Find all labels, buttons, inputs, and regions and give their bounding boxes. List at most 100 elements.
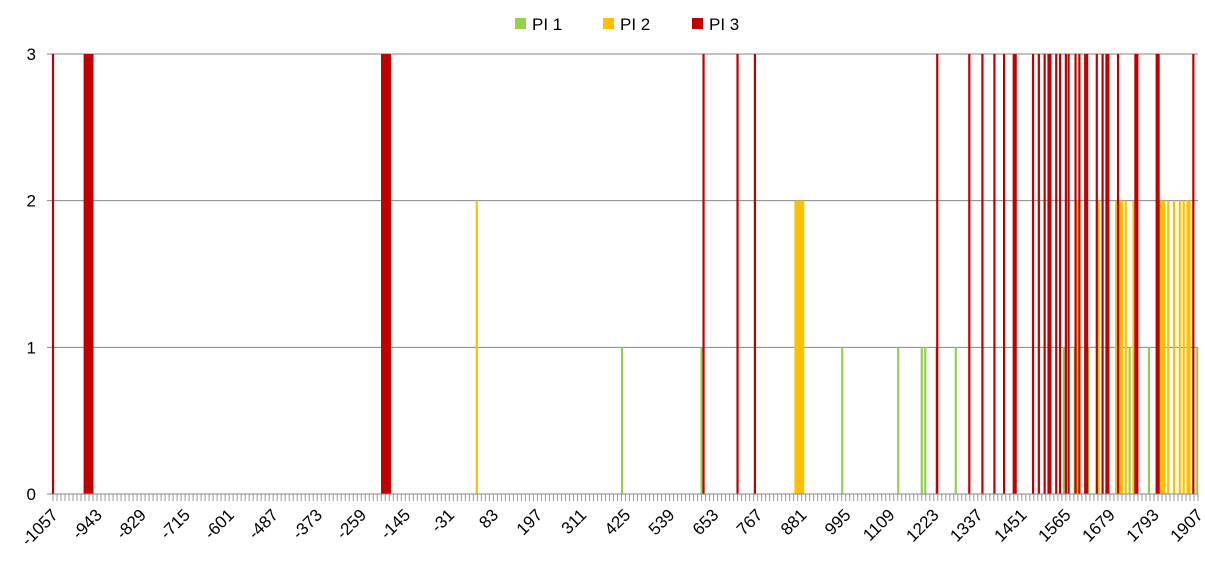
x-tick-label: 1337 [946, 505, 986, 545]
x-tick-label: 1223 [902, 505, 942, 545]
bar-pi-2 [1132, 200, 1135, 495]
bar-pi-3 [1105, 54, 1108, 494]
bar-pi-3 [1031, 54, 1035, 494]
bar-pi-3 [736, 54, 739, 494]
bar-pi-2 [1076, 200, 1079, 495]
bar-pi-2 [1167, 200, 1170, 495]
bar-pi-2 [1161, 200, 1164, 495]
x-tick-label: 197 [513, 505, 546, 538]
bar-pi-1 [1087, 347, 1090, 494]
bar-pi-3 [384, 54, 388, 494]
bar-pi-2 [796, 200, 799, 495]
x-tick-label: 1793 [1123, 505, 1163, 545]
bar-pi-2 [802, 200, 805, 495]
bar-pi-3 [1136, 54, 1139, 494]
x-tick-label: -31 [427, 505, 458, 536]
y-axis: 0 1 2 3 [27, 45, 53, 504]
y-tick-label: 2 [27, 192, 36, 211]
bar-pi-3 [1064, 54, 1067, 494]
bar-pi-2 [1115, 200, 1118, 495]
y-tick-label: 1 [27, 338, 36, 357]
bar-pi-1 [954, 347, 957, 494]
bar-pi-1 [700, 347, 703, 494]
x-tick-label: 1109 [859, 505, 898, 544]
bar-pi-3 [1078, 54, 1081, 494]
bar-pi-3 [968, 54, 971, 494]
bar-pi-3 [993, 54, 996, 494]
bar-pi-2 [794, 200, 797, 495]
bar-pi-2 [800, 200, 803, 495]
x-tick-label: 539 [645, 505, 678, 538]
bar-pi-2 [798, 200, 801, 495]
bar-pi-1 [897, 347, 900, 494]
x-tick-label: 425 [601, 505, 634, 538]
x-tick-label: 995 [821, 505, 854, 538]
x-tick-label: -943 [68, 505, 105, 542]
bar-pi-3 [51, 54, 55, 494]
bar-pi-2 [1172, 200, 1176, 495]
bar-pi-1 [841, 347, 844, 494]
x-tick-label: 1907 [1167, 505, 1205, 545]
bar-pi-3 [1043, 54, 1046, 494]
bar-pi-3 [981, 54, 984, 494]
bar-pi-1 [1062, 347, 1066, 494]
bar-pi-2 [1120, 200, 1123, 495]
bar-pi-3 [1101, 54, 1104, 494]
bar-pi-2 [1178, 200, 1181, 495]
bar-pi-3 [1002, 54, 1006, 494]
bar-pi-1 [620, 347, 624, 494]
bar-pi-2 [1186, 200, 1189, 495]
x-tick-label: -715 [156, 505, 193, 542]
bar-pi-3 [1055, 54, 1058, 494]
x-tick-label: 83 [475, 505, 502, 532]
legend-swatch-pi-3 [692, 18, 703, 29]
bar-pi-3 [89, 54, 92, 494]
bar-pi-3 [1157, 54, 1160, 494]
bar-pi-2 [1188, 200, 1191, 495]
bar-pi-3 [1047, 54, 1050, 494]
bar-pi-3 [1192, 54, 1195, 494]
bar-pi-3 [1084, 54, 1087, 494]
bar-pi-3 [1037, 54, 1040, 494]
bar-pi-2 [1118, 200, 1122, 495]
bar-pi-3 [381, 54, 384, 494]
plot-area [51, 54, 1199, 495]
bar-pi-3 [85, 54, 88, 494]
x-tick-label: 881 [777, 505, 810, 538]
bar-pi-3 [1049, 54, 1052, 494]
x-tick-label: 653 [689, 505, 722, 538]
bar-pi-2 [1159, 200, 1162, 495]
y-tick-label: 0 [27, 485, 36, 504]
bar-pi-3 [1116, 54, 1120, 494]
bar-pi-2 [1124, 200, 1127, 495]
x-tick-label: -1057 [18, 505, 62, 549]
legend-swatch-pi-1 [515, 18, 526, 29]
x-tick-label: -259 [333, 505, 370, 542]
bar-pi-3 [1014, 54, 1017, 494]
bar-pi-2 [1097, 200, 1100, 495]
x-tick-label: -373 [289, 505, 326, 542]
bar-pi-3 [1012, 54, 1015, 494]
x-axis: -1057 -943 -829 -715 -601 -487 -373 -259 -145 -31… [18, 505, 1205, 549]
bar-pi-3 [382, 54, 386, 494]
gridlines [53, 53, 1198, 348]
x-tick-label: 1565 [1035, 505, 1075, 545]
x-tick-label: -487 [245, 505, 282, 542]
bar-pi-2 [1182, 200, 1185, 495]
x-tick-label: 767 [733, 505, 766, 538]
bar-pi-3 [386, 54, 390, 494]
bar-pi-3 [1095, 54, 1098, 494]
bar-pi-3 [1067, 54, 1070, 494]
legend-swatch-pi-2 [603, 18, 614, 29]
bar-pi-2 [475, 200, 478, 495]
x-tick-label: -145 [377, 505, 414, 542]
bar-pi-3 [1155, 54, 1158, 494]
bar-pi-3 [388, 54, 391, 494]
bar-pi-1 [920, 347, 923, 494]
bar-pi-3 [91, 54, 94, 494]
legend-label-pi-3: PI 3 [709, 15, 739, 34]
legend-label-pi-2: PI 2 [620, 15, 650, 34]
bar-pi-3 [753, 54, 757, 494]
bar-pi-1 [1147, 347, 1151, 494]
